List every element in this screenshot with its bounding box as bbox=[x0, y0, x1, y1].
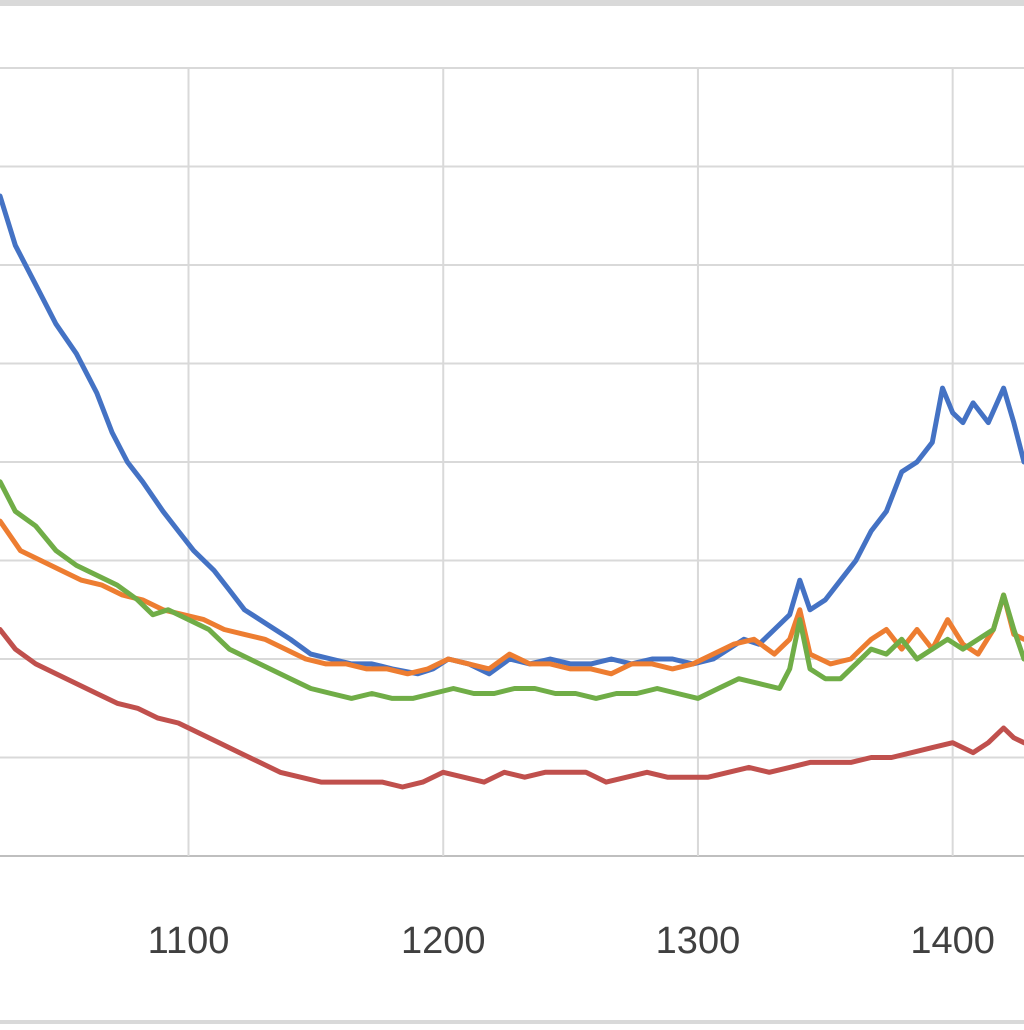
line-chart: 1100 1200 1300 1400 bbox=[0, 67, 1024, 962]
gridlines bbox=[0, 67, 1024, 857]
x-tick-label: 1300 bbox=[656, 920, 741, 962]
x-tick-labels: 1100 1200 1300 1400 bbox=[148, 920, 995, 962]
x-tick-label: 1400 bbox=[910, 920, 995, 962]
x-tick-label: 1200 bbox=[401, 920, 486, 962]
series-line-2 bbox=[0, 518, 1024, 677]
series-line-3 bbox=[0, 479, 1024, 701]
series-line-4 bbox=[0, 627, 1024, 790]
x-tick-label: 1100 bbox=[148, 920, 230, 962]
series-layer bbox=[0, 193, 1024, 790]
series-line-1 bbox=[0, 193, 1024, 677]
